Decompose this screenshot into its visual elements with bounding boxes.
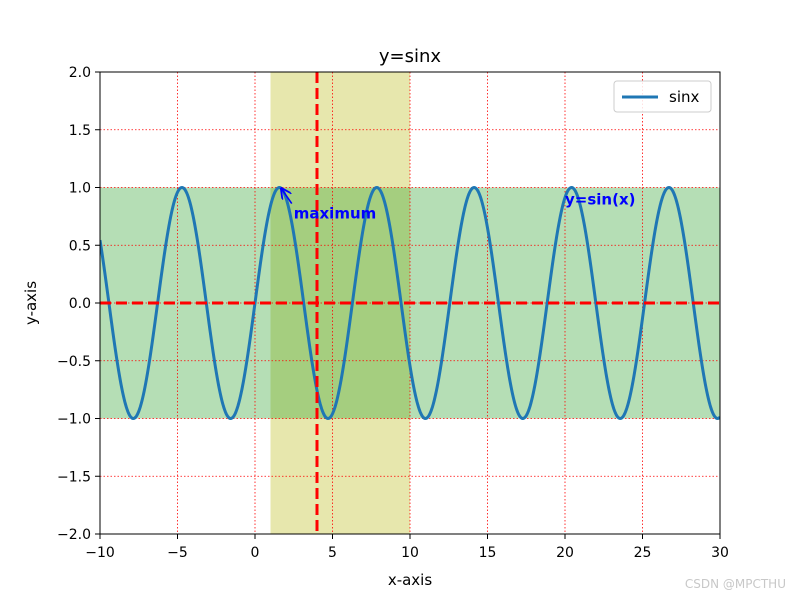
y-tick-label: −1.0 (57, 412, 91, 428)
legend-box (613, 80, 712, 113)
x-tick-label: −10 (85, 545, 115, 561)
annotation-arrow-0 (281, 189, 293, 205)
y-axis-label: y-axis (22, 281, 40, 325)
chart-title: y=sinx (379, 46, 442, 67)
x-tick-label: −5 (167, 545, 188, 561)
y-tick-label: 2.0 (69, 65, 91, 81)
x-tick-label: 25 (634, 545, 652, 561)
x-axis-label: x-axis (388, 571, 433, 589)
legend-label: sinx (669, 88, 699, 106)
x-tick-label: 5 (328, 545, 337, 561)
x-tick-label: 20 (556, 545, 574, 561)
series-line-sinx (100, 185, 720, 421)
watermark: CSDN @MPCTHU (684, 577, 786, 591)
y-tick-label: 1.0 (69, 181, 91, 197)
x-tick-label: 30 (711, 545, 729, 561)
y-tick-label: 0.5 (69, 238, 91, 254)
y-tick-label: 1.5 (69, 123, 91, 139)
annotation-1: y=sin(x) (565, 191, 635, 209)
x-tick-label: 10 (401, 545, 419, 561)
y-tick-label: 0.0 (69, 296, 91, 312)
x-tick-label: 0 (251, 545, 260, 561)
y-tick-label: −0.5 (57, 354, 91, 370)
x-tick-label: 15 (479, 545, 497, 561)
annotation-0: maximum (294, 205, 377, 223)
y-tick-label: −2.0 (57, 527, 91, 543)
y-tick-label: −1.5 (57, 469, 91, 485)
